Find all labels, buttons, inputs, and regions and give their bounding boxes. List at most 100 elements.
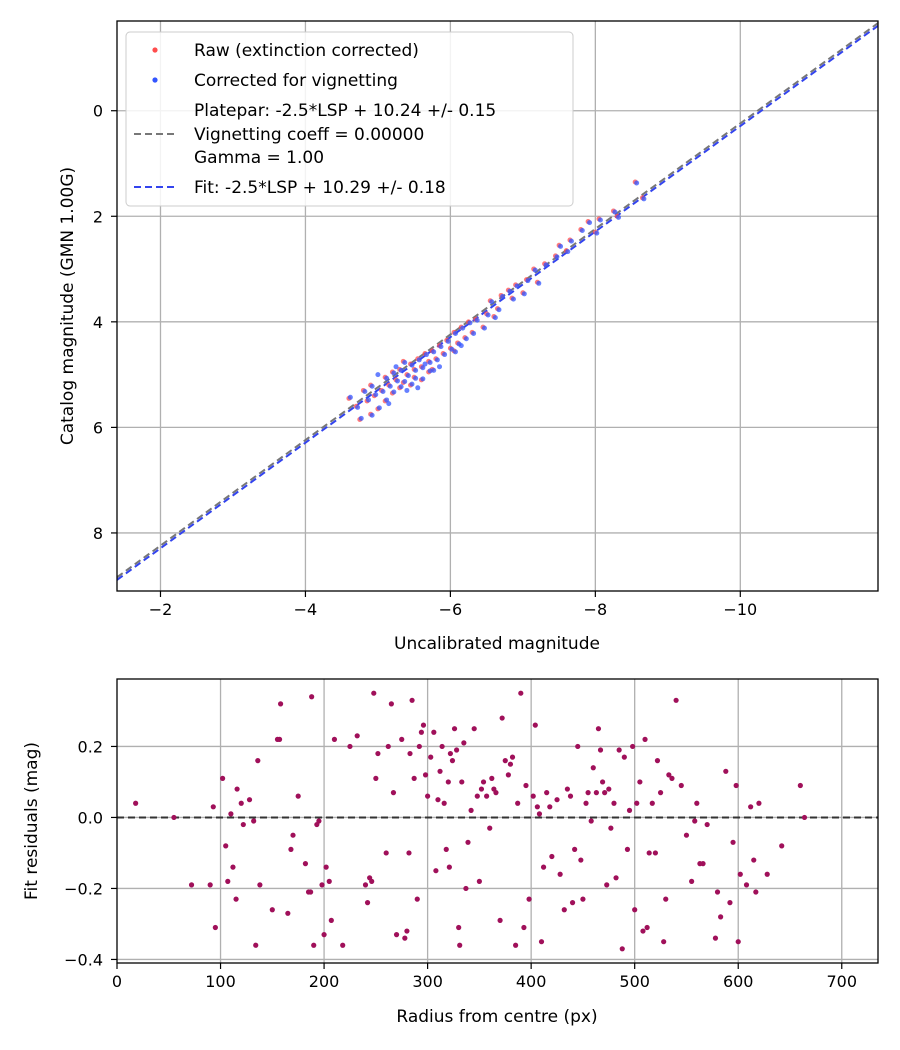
top-data-points <box>346 179 647 422</box>
residual-point <box>626 807 633 813</box>
corrected-point <box>597 217 603 223</box>
corrected-point <box>427 359 433 365</box>
corrected-point <box>434 357 440 363</box>
corrected-point <box>347 394 353 400</box>
residual-point <box>575 743 581 750</box>
residual-point <box>251 818 257 824</box>
bottom-x-tick-label: 600 <box>723 972 754 991</box>
corrected-point <box>394 378 400 384</box>
residual-point <box>411 775 417 782</box>
residual-point <box>700 861 706 867</box>
top-y-tick-label: 0 <box>93 102 103 121</box>
residual-point <box>593 790 599 796</box>
corrected-point <box>416 357 422 363</box>
residual-point <box>549 853 555 860</box>
residual-point <box>269 907 275 913</box>
residual-point <box>133 800 139 806</box>
bottom-y-tick-label: −0.4 <box>64 950 103 969</box>
corrected-point <box>369 412 375 418</box>
residual-point <box>478 786 485 792</box>
residual-point <box>637 779 643 785</box>
residual-point <box>678 782 684 789</box>
residual-point <box>437 768 443 774</box>
residual-point <box>704 821 710 828</box>
residual-point <box>753 889 759 895</box>
residual-point <box>277 701 284 707</box>
residual-point <box>188 882 195 888</box>
corrected-point <box>543 262 549 268</box>
corrected-point <box>413 375 419 381</box>
residual-point <box>493 790 499 796</box>
residual-point <box>373 775 379 782</box>
corrected-point <box>422 361 428 367</box>
residual-point <box>532 722 538 728</box>
residual-point <box>499 715 505 721</box>
residual-point <box>797 782 803 789</box>
residual-point <box>718 914 724 920</box>
bottom-x-tick-label: 200 <box>309 972 340 991</box>
residual-point <box>328 917 334 924</box>
bottom-axes-frame <box>116 678 879 964</box>
residual-point <box>489 775 495 782</box>
residual-point <box>390 790 397 796</box>
corrected-point <box>587 220 593 226</box>
residual-point <box>723 768 729 774</box>
corrected-point <box>438 344 444 350</box>
residual-point <box>536 811 543 817</box>
corrected-point <box>467 320 473 326</box>
fit-line <box>117 24 878 581</box>
residual-point <box>666 772 672 778</box>
corrected-point <box>471 330 477 336</box>
top-y-tick-label: 6 <box>93 418 103 437</box>
legend-corrected-label: Corrected for vignetting <box>194 71 398 91</box>
corrected-point <box>369 383 375 389</box>
top-y-tick-label: 2 <box>93 207 103 226</box>
residual-point <box>311 942 317 948</box>
top-fit-lines <box>117 22 878 581</box>
residual-point <box>383 850 389 856</box>
residual-point <box>402 935 408 941</box>
corrected-point <box>532 267 538 273</box>
bottom-x-tick-label: 0 <box>112 972 122 991</box>
residual-point <box>743 882 750 888</box>
residual-point <box>362 882 369 888</box>
residual-point <box>733 782 739 789</box>
residual-point <box>694 800 700 806</box>
residual-point <box>393 932 400 938</box>
residual-point <box>621 754 627 760</box>
corrected-point <box>449 346 455 352</box>
residual-point <box>578 857 584 863</box>
top-x-tick-label: −6 <box>439 600 463 619</box>
residual-point <box>441 800 447 806</box>
residual-point <box>459 779 465 785</box>
residual-point <box>611 800 617 806</box>
residual-point <box>385 743 391 750</box>
residual-point <box>331 736 338 742</box>
corrected-point <box>387 383 393 389</box>
residual-point <box>474 793 480 799</box>
residual-point <box>425 793 431 799</box>
residual-point <box>290 832 296 838</box>
residual-point <box>619 946 625 952</box>
residual-point <box>340 942 346 948</box>
corrected-point <box>409 362 415 368</box>
top-x-tick-label: −4 <box>294 600 318 619</box>
corrected-point <box>431 367 437 373</box>
corrected-point <box>362 389 368 394</box>
residual-point <box>644 924 650 931</box>
corrected-point <box>594 230 600 236</box>
bottom-data-points <box>133 690 808 952</box>
residual-point <box>480 779 487 785</box>
residual-point <box>585 790 591 796</box>
residual-point <box>484 793 490 799</box>
residual-point <box>240 821 246 828</box>
corrected-point <box>460 325 466 331</box>
residual-point <box>523 782 529 789</box>
legend-raw-marker <box>152 47 158 53</box>
residual-point <box>364 900 371 906</box>
residual-point <box>661 939 667 945</box>
legend-box <box>125 31 574 207</box>
legend-platepar-label: Platepar: -2.5*LSP + 10.24 +/- 0.15 <box>194 101 496 121</box>
residual-point <box>409 697 415 703</box>
residual-point <box>502 758 508 764</box>
